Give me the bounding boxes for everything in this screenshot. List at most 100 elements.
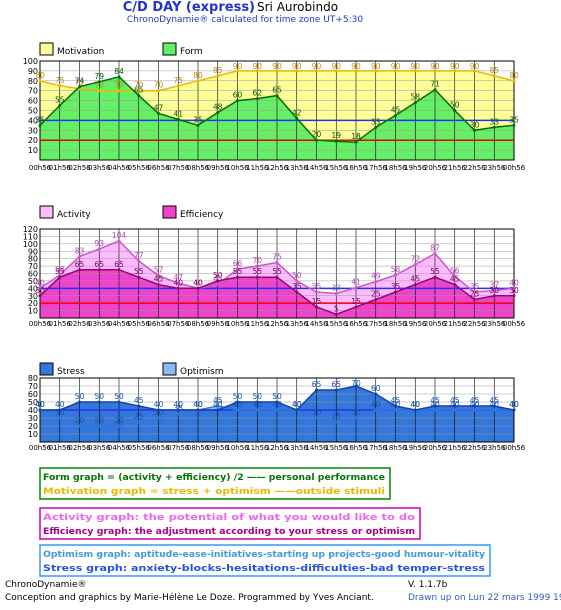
x-tick-label: 11h56: [246, 164, 269, 172]
data-label-activity: 50: [292, 271, 302, 280]
y-tick-label: 90: [28, 247, 38, 256]
data-label-form: 58: [410, 93, 420, 102]
data-label-activity: 37: [489, 281, 499, 290]
y-tick-label: 50: [28, 398, 38, 407]
data-label-stress: 40: [213, 400, 223, 409]
data-point-form: [394, 113, 397, 117]
x-tick-label: 17h56: [365, 320, 388, 328]
data-point-activity: [236, 267, 239, 271]
x-tick-label: 13h56: [286, 444, 309, 452]
data-point-motivation: [394, 69, 397, 73]
x-tick-label: 20h56: [424, 164, 447, 172]
data-label-motivation: 90: [430, 62, 440, 71]
x-tick-label: 06h56: [147, 320, 170, 328]
data-point-stress: [176, 408, 180, 412]
data-point-motivation: [137, 89, 141, 93]
data-label-stress: 50: [233, 392, 243, 401]
data-point-form: [492, 125, 496, 129]
data-label-stress: 45: [134, 396, 144, 405]
data-point-stress: [413, 408, 417, 412]
data-label-activity: 87: [430, 243, 440, 252]
y-tick-label: 60: [28, 270, 38, 279]
data-point-motivation: [157, 89, 160, 93]
data-label-stress: 40: [173, 400, 183, 409]
data-point-efficiency: [295, 290, 299, 294]
data-label-stress: 45: [391, 396, 401, 405]
y-tick-label: 100: [23, 240, 38, 249]
data-point-efficiency: [157, 283, 160, 287]
data-point-stress: [334, 388, 338, 392]
data-label-form: 55: [55, 96, 65, 105]
x-tick-label: 19h56: [404, 444, 427, 452]
data-point-stress: [117, 400, 121, 404]
data-label-optimism: 40: [272, 400, 282, 409]
data-point-optimism: [354, 416, 358, 420]
data-point-stress: [512, 408, 516, 412]
data-label-optimism: 40: [509, 400, 519, 409]
data-label-motivation: 90: [233, 62, 243, 71]
data-label-form: 45: [391, 105, 401, 114]
data-label-stress: 40: [193, 400, 203, 409]
x-tick-label: 09h56: [207, 320, 230, 328]
data-label-efficiency: 50: [213, 271, 223, 280]
plot-frame: [39, 228, 515, 319]
y-tick-label: 10: [28, 146, 38, 155]
x-tick-label: 14h56: [305, 444, 328, 452]
data-label-activity: 33: [331, 284, 341, 293]
data-label-optimism: 20: [94, 416, 104, 425]
x-tick-label: 14h56: [305, 320, 328, 328]
x-tick-label: 07h56: [167, 444, 190, 452]
data-label-form: 48: [213, 102, 223, 111]
data-point-motivation: [275, 69, 279, 73]
x-tick-label: 00h56: [503, 320, 526, 328]
y-tick-label: 50: [28, 107, 38, 116]
y-tick-label: 20: [28, 136, 38, 145]
data-label-efficiency: 45: [450, 275, 460, 284]
x-tick-label: 17h56: [365, 444, 388, 452]
data-label-efficiency: 55: [233, 267, 243, 276]
data-label-form: 74: [75, 77, 85, 86]
x-tick-label: 21h56: [444, 320, 467, 328]
data-label-activity: 35: [470, 282, 480, 291]
data-label-efficiency: 65: [75, 260, 85, 269]
data-label-optimism: 20: [114, 416, 124, 425]
x-tick-label: 07h56: [167, 164, 190, 172]
description-line: Form graph = (activity + efficiency) /2 …: [43, 473, 385, 483]
x-tick-label: 04h56: [108, 444, 131, 452]
data-point-stress: [78, 400, 81, 404]
data-point-form: [58, 104, 62, 108]
data-point-efficiency: [196, 286, 200, 290]
data-label-stress: 65: [331, 380, 341, 389]
data-point-activity: [176, 281, 180, 285]
data-point-efficiency: [473, 297, 476, 301]
data-point-form: [196, 123, 200, 127]
data-point-form: [275, 94, 279, 98]
data-point-optimism: [453, 408, 457, 412]
data-point-activity: [275, 260, 279, 264]
data-point-motivation: [315, 69, 318, 73]
data-point-efficiency: [433, 275, 437, 279]
x-tick-label: 22h56: [463, 320, 486, 328]
x-tick-label: 04h56: [108, 320, 131, 328]
data-label-motivation: 90: [272, 62, 282, 71]
data-point-optimism: [315, 416, 318, 420]
data-point-optimism: [216, 404, 220, 408]
y-tick-label: 100: [23, 57, 38, 66]
data-label-form: 33: [489, 117, 499, 126]
y-tick-label: 80: [28, 255, 38, 264]
data-point-form: [295, 116, 299, 120]
data-point-motivation: [58, 84, 62, 88]
y-tick-label: 30: [28, 414, 38, 423]
description-line: Optimism graph: aptitude-ease-initiative…: [43, 550, 485, 560]
data-point-efficiency: [97, 268, 101, 272]
x-tick-label: 20h56: [424, 320, 447, 328]
data-label-optimism: 40: [391, 400, 401, 409]
x-tick-label: 13h56: [286, 164, 309, 172]
legend-label-activity: Activity: [57, 210, 91, 220]
data-label-stress: 45: [489, 396, 499, 405]
x-tick-label: 16h56: [345, 164, 368, 172]
y-tick-label: 40: [28, 406, 38, 415]
data-point-activity: [157, 274, 160, 278]
x-tick-label: 10h56: [226, 320, 249, 328]
